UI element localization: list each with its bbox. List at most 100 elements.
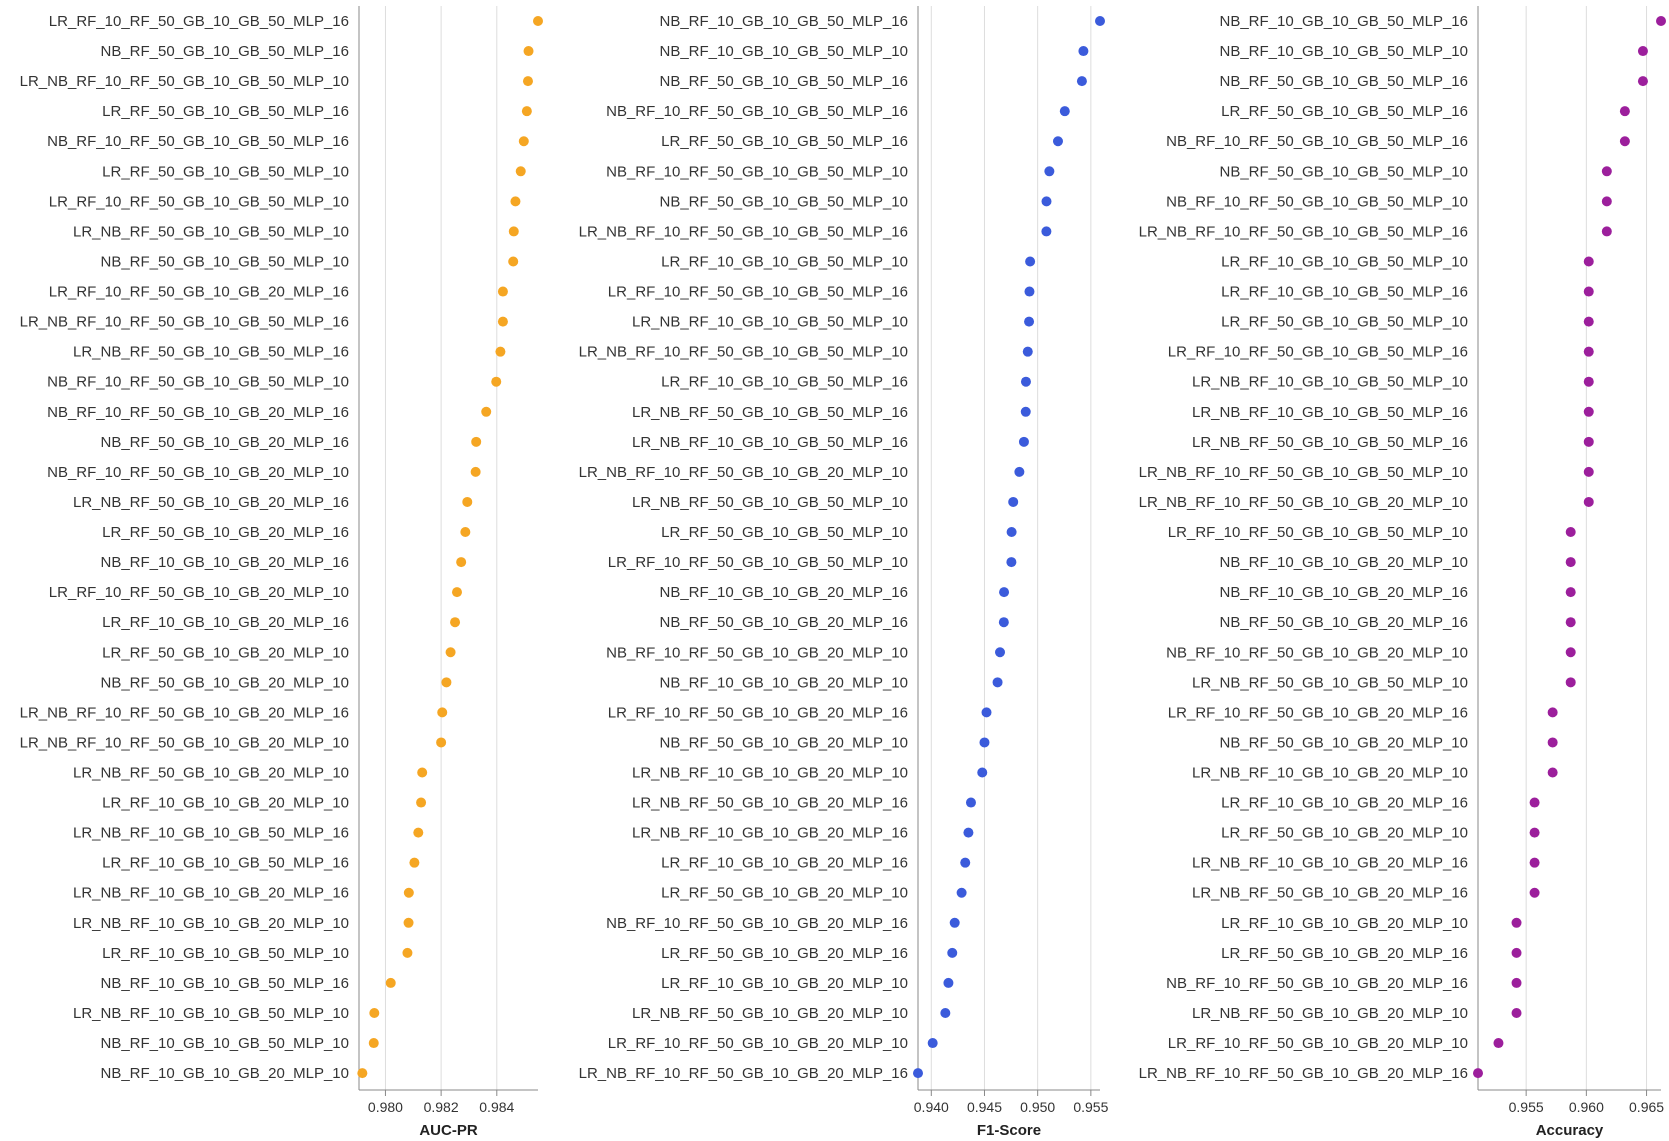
data-point — [413, 827, 424, 838]
chart-panel-2: 0.940 0.945 0.950 0.955 F1-Score NB_RF_10_GB_… — [579, 6, 1109, 1139]
data-point — [471, 436, 482, 447]
data-point — [1529, 857, 1540, 868]
data-point — [979, 737, 990, 748]
data-point — [533, 16, 543, 26]
data-point — [445, 647, 456, 658]
data-point — [1044, 166, 1055, 177]
data-point — [403, 917, 414, 928]
category-label: NB_RF_10_GB_10_GB_20_MLP_16 — [660, 584, 909, 601]
data-point — [1565, 647, 1576, 658]
data-point — [369, 1007, 380, 1018]
category-label: NB_RF_50_GB_10_GB_20_MLP_16 — [101, 434, 350, 451]
category-label: LR_RF_50_GB_10_GB_20_MLP_10 — [661, 885, 908, 902]
data-point — [521, 106, 532, 117]
data-point — [402, 947, 413, 958]
category-label: LR_RF_10_RF_50_GB_10_GB_20_MLP_10 — [608, 1035, 908, 1052]
data-point — [451, 587, 462, 598]
data-point — [462, 496, 473, 507]
category-label: LR_RF_10_GB_10_GB_50_MLP_16 — [1221, 284, 1468, 301]
category-label: LR_NB_RF_10_GB_10_GB_20_MLP_16 — [1192, 855, 1468, 872]
category-label: LR_RF_10_GB_10_GB_50_MLP_10 — [661, 253, 908, 270]
category-label: NB_RF_50_GB_10_GB_50_MLP_10 — [660, 193, 909, 210]
category-label: LR_NB_RF_10_GB_10_GB_50_MLP_16 — [632, 434, 908, 451]
x-axis-title: Accuracy — [1536, 1122, 1604, 1139]
data-point — [1095, 16, 1105, 26]
category-label: NB_RF_50_GB_10_GB_20_MLP_10 — [1220, 734, 1469, 751]
category-label: NB_RF_10_GB_10_GB_50_MLP_10 — [1220, 43, 1469, 60]
category-label: LR_NB_RF_10_RF_50_GB_10_GB_20_MLP_16 — [1139, 1065, 1468, 1082]
data-point — [450, 617, 461, 628]
category-label: LR_NB_RF_10_RF_50_GB_10_GB_20_MLP_10 — [1139, 494, 1468, 511]
category-label: LR_RF_50_GB_10_GB_50_MLP_16 — [102, 103, 349, 120]
data-point — [1022, 346, 1033, 357]
data-point — [1025, 256, 1036, 267]
data-point — [1601, 196, 1612, 207]
x-tick-label: 0.955 — [1509, 1099, 1544, 1115]
data-point — [995, 647, 1006, 658]
x-tick-label: 0.940 — [914, 1099, 949, 1115]
data-point — [385, 977, 396, 988]
category-label: LR_RF_10_GB_10_GB_20_MLP_16 — [102, 614, 349, 631]
category-label: LR_RF_10_GB_10_GB_20_MLP_10 — [102, 795, 349, 812]
chart-panel-3: 0.955 0.960 0.965 Accuracy NB_RF_10_GB_10_GB… — [1139, 6, 1666, 1139]
data-point — [515, 166, 526, 177]
category-label: LR_NB_RF_50_GB_10_GB_50_MLP_16 — [1192, 434, 1468, 451]
category-label: LR_RF_50_GB_10_GB_20_MLP_16 — [661, 945, 908, 962]
x-axis-title: AUC-PR — [419, 1122, 477, 1139]
x-tick-label: 0.980 — [368, 1099, 403, 1115]
category-label: LR_NB_RF_10_GB_10_GB_20_MLP_10 — [632, 765, 908, 782]
data-point — [1076, 76, 1087, 87]
data-point — [1583, 286, 1594, 297]
category-label: NB_RF_10_GB_10_GB_20_MLP_16 — [101, 554, 350, 571]
x-tick-label: 0.965 — [1629, 1099, 1664, 1115]
category-label: LR_RF_50_GB_10_GB_20_MLP_16 — [102, 524, 349, 541]
data-point — [965, 797, 976, 808]
category-label: LR_RF_50_GB_10_GB_20_MLP_10 — [102, 644, 349, 661]
data-point — [1041, 196, 1052, 207]
data-point — [927, 1038, 938, 1049]
data-point — [1619, 136, 1630, 147]
category-label: LR_NB_RF_10_GB_10_GB_20_MLP_16 — [632, 825, 908, 842]
category-label: NB_RF_10_RF_50_GB_10_GB_20_MLP_10 — [47, 464, 349, 481]
data-point — [1473, 1068, 1483, 1079]
data-point — [1637, 46, 1648, 57]
category-label: NB_RF_10_GB_10_GB_20_MLP_16 — [1220, 584, 1469, 601]
data-point — [1583, 436, 1594, 447]
data-point — [940, 1007, 951, 1018]
x-tick-label: 0.955 — [1073, 1099, 1108, 1115]
category-label: NB_RF_10_RF_50_GB_10_GB_20_MLP_10 — [606, 644, 908, 661]
data-point — [508, 226, 519, 237]
category-label: NB_RF_50_GB_10_GB_50_MLP_16 — [101, 43, 350, 60]
category-label: NB_RF_10_GB_10_GB_20_MLP_10 — [660, 674, 909, 691]
data-point — [417, 767, 428, 778]
category-label: LR_RF_10_RF_50_GB_10_GB_50_MLP_10 — [1168, 524, 1468, 541]
category-label: NB_RF_10_GB_10_GB_50_MLP_16 — [660, 13, 909, 30]
data-point — [1565, 677, 1576, 688]
category-label: LR_NB_RF_50_GB_10_GB_20_MLP_10 — [632, 1005, 908, 1022]
category-label: LR_RF_10_RF_50_GB_10_GB_20_MLP_10 — [1168, 1035, 1468, 1052]
data-point — [1529, 827, 1540, 838]
data-point — [1656, 16, 1666, 26]
data-point — [1078, 46, 1089, 57]
category-label: NB_RF_50_GB_10_GB_50_MLP_10 — [101, 253, 350, 270]
data-point — [518, 136, 529, 147]
data-point — [1583, 256, 1594, 267]
data-point — [1511, 1007, 1522, 1018]
data-point — [1565, 617, 1576, 628]
data-point — [992, 677, 1003, 688]
category-label: LR_RF_50_GB_10_GB_20_MLP_16 — [1221, 945, 1468, 962]
data-point — [409, 857, 420, 868]
category-label: LR_RF_10_RF_50_GB_10_GB_20_MLP_16 — [1168, 704, 1468, 721]
data-point — [1601, 226, 1612, 237]
data-point — [1052, 136, 1063, 147]
data-point — [981, 707, 992, 718]
category-label: NB_RF_10_RF_50_GB_10_GB_50_MLP_16 — [606, 103, 908, 120]
data-point — [1565, 527, 1576, 538]
category-label: LR_RF_10_GB_10_GB_20_MLP_10 — [1221, 915, 1468, 932]
data-point — [508, 256, 519, 267]
category-label: LR_NB_RF_10_RF_50_GB_10_GB_50_MLP_16 — [20, 314, 349, 331]
data-point — [1547, 767, 1558, 778]
data-point — [522, 76, 533, 87]
data-point — [416, 797, 427, 808]
